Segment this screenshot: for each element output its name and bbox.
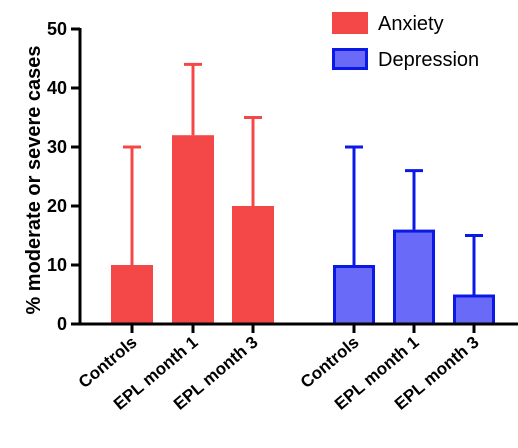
bar-anxiety-2: [172, 135, 214, 324]
bar-depression-3: [453, 294, 495, 326]
bar-anxiety-1: [111, 265, 153, 324]
legend-swatch-anxiety: [332, 12, 368, 34]
legend-swatch-depression: [332, 48, 368, 70]
y-ticks: 0 10 20 30 40 50: [47, 19, 80, 334]
bar-depression-1: [333, 265, 375, 326]
y-tick-label: 10: [47, 255, 67, 275]
legend: Anxiety Depression: [332, 12, 479, 71]
legend-label-anxiety: Anxiety: [378, 13, 444, 35]
bar-depression-2: [393, 229, 435, 326]
y-tick-label: 50: [47, 19, 67, 39]
y-axis: [78, 28, 518, 326]
y-tick-label: 20: [47, 196, 67, 216]
legend-label-depression: Depression: [378, 49, 479, 71]
y-tick-label: 30: [47, 137, 67, 157]
y-axis-title: % moderate or severe cases: [23, 45, 45, 314]
bar-anxiety-3: [232, 206, 274, 324]
y-tick-label: 0: [57, 314, 67, 334]
y-tick-label: 40: [47, 78, 67, 98]
bars-group: [111, 62, 495, 326]
